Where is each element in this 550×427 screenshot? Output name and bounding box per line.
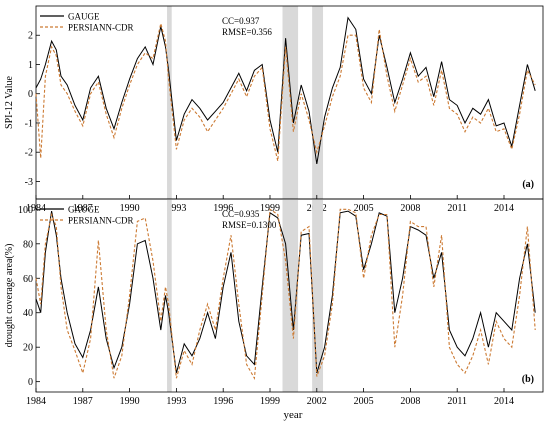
- series-line-persiann-cdr: [35, 208, 536, 380]
- x-tick-label: 2014: [494, 203, 514, 214]
- stats-annotation: RMSE=0.1300: [222, 220, 277, 230]
- y-tick-label: 100: [18, 205, 33, 216]
- y-axis-label: drought coverage area(%): [4, 244, 15, 348]
- plot-frame: [35, 198, 544, 393]
- stats-annotation: RMSE=0.356: [222, 27, 272, 37]
- y-tick-label: -2: [25, 148, 33, 159]
- series-line-persiann-cdr: [35, 23, 536, 162]
- x-tick-label: 1999: [260, 396, 280, 407]
- y-tick-label: -3: [25, 177, 33, 188]
- y-tick-label: 2: [28, 31, 33, 42]
- x-tick-label: 2005: [354, 203, 374, 214]
- panel-a: -3-2-10121984198719901993199619992002200…: [4, 5, 544, 214]
- drought-period-band: [282, 6, 299, 199]
- y-tick-label: 0: [28, 377, 33, 388]
- legend-label: GAUGE: [68, 12, 100, 22]
- panel-label: (a): [522, 179, 534, 190]
- stats-annotation: CC=0.935: [222, 209, 260, 219]
- y-tick-label: 1: [28, 60, 33, 71]
- x-tick-label: 2005: [354, 396, 374, 407]
- legend-label: GAUGE: [68, 205, 100, 215]
- y-tick-label: 80: [23, 239, 33, 250]
- x-tick-label: 2002: [307, 396, 327, 407]
- legend-label: PERSIANN-CDR: [68, 23, 134, 33]
- y-tick-label: 0: [28, 89, 33, 100]
- y-tick-label: -1: [25, 118, 33, 129]
- x-tick-label: 2011: [447, 396, 467, 407]
- panel-label: (b): [522, 374, 534, 385]
- x-tick-label: 1993: [166, 396, 186, 407]
- x-tick-label: 2014: [494, 396, 514, 407]
- drought-period-band: [167, 199, 172, 392]
- stats-annotation: CC=0.937: [222, 16, 260, 26]
- x-tick-label: 1984: [26, 396, 46, 407]
- x-tick-label: 2008: [400, 203, 420, 214]
- y-tick-label: 40: [23, 308, 33, 319]
- y-tick-label: 60: [23, 274, 33, 285]
- x-axis-label: year: [284, 409, 303, 421]
- panel-b: 0 20 40 60 80 100 1984 1987 1990 1993 1996 1999 2002…: [4, 198, 544, 407]
- x-tick-label: 1993: [166, 203, 186, 214]
- drought-period-band: [312, 199, 324, 392]
- x-tick-label: 2008: [400, 396, 420, 407]
- x-tick-label: 1987: [73, 396, 93, 407]
- legend-label: PERSIANN-CDR: [68, 216, 134, 226]
- series-line-gauge: [35, 16, 536, 164]
- x-tick-label: 1987: [73, 203, 93, 214]
- drought-period-band: [167, 6, 172, 199]
- x-tick-label: 1999: [260, 203, 280, 214]
- drought-period-band: [312, 6, 324, 199]
- x-tick-label: 1996: [213, 396, 233, 407]
- series-line-gauge: [35, 210, 536, 374]
- y-tick-label: 20: [23, 343, 33, 354]
- y-axis-label: SPI-12 Value: [4, 76, 15, 129]
- x-tick-label: 1990: [120, 203, 140, 214]
- x-tick-label: 1990: [120, 396, 140, 407]
- x-tick-label: 2011: [447, 203, 467, 214]
- x-tick-label: 1996: [213, 203, 233, 214]
